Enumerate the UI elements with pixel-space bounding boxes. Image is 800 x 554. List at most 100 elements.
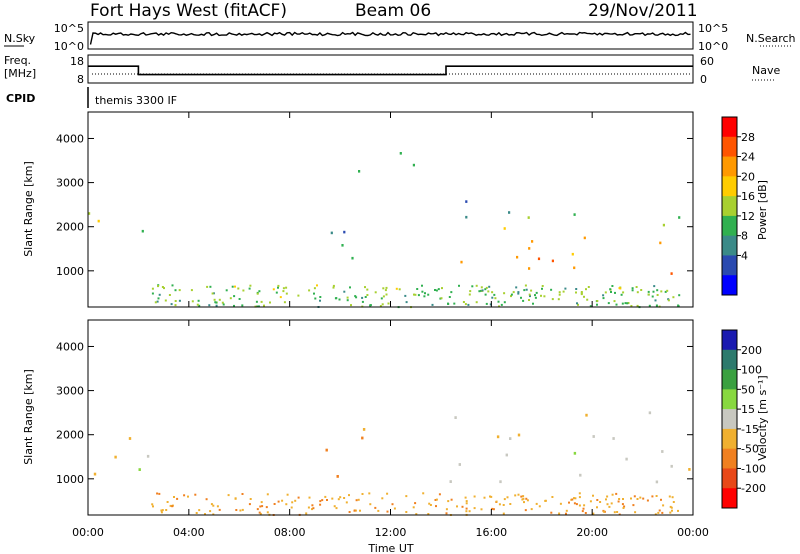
power-echo-cell [330, 231, 333, 235]
velocity-echo-cell [670, 464, 673, 468]
power-echo-cell [233, 304, 235, 307]
velocity-echo-cell [599, 501, 602, 503]
velocity-echo-cell [480, 508, 483, 511]
velocity-echo-cell [465, 510, 468, 513]
velocity-echo-cell [521, 498, 524, 501]
velocity-echo-cell [259, 505, 262, 508]
velocity-echo-cell [602, 510, 605, 513]
power-echo-cell [550, 288, 553, 291]
power-echo-cell [168, 294, 171, 296]
velocity-panel: 4000 3000 2000 1000 Slant Range [km] [22, 319, 694, 516]
range-tick-label: 1000 [56, 473, 84, 486]
velocity-echo-cell [449, 480, 452, 483]
velocity-echo-cell [495, 500, 498, 503]
velocity-echo-cell [319, 500, 322, 503]
power-echo-cell [355, 296, 358, 299]
power-echo-cell [620, 293, 623, 296]
power-echo-cell [257, 305, 260, 308]
power-echo-cell [510, 293, 513, 296]
velocity-echo-cell [636, 498, 639, 500]
velocity-echo-cell [677, 509, 679, 512]
velocity-echo-cell [266, 493, 269, 496]
power-echo-cell [580, 292, 583, 295]
velocity-echo-cell [583, 504, 586, 507]
power-echo-cell [221, 301, 224, 304]
velocity-echo-cell [445, 512, 448, 515]
nsearch-tick-bottom: 10^0 [698, 40, 728, 53]
velocity-echo-cell [616, 511, 619, 513]
power-echo-cell [416, 288, 419, 290]
velocity-echo-cell [333, 505, 336, 508]
power-echo-cell [640, 289, 643, 291]
power-echo-cell [354, 295, 357, 298]
velocity-echo-cell [235, 509, 238, 511]
time-tick-label: 04:00 [173, 526, 205, 539]
velocity-echo-cell [450, 498, 453, 501]
colorbar-swatch [722, 369, 737, 390]
colorbar-swatch [722, 176, 737, 197]
velocity-echo-cell [639, 496, 642, 499]
colorbar-swatch [722, 235, 737, 256]
velocity-echo-cell [661, 511, 664, 514]
power-echo-cell [532, 302, 534, 305]
power-echo-cell [655, 304, 658, 307]
power-echo-cell [541, 287, 543, 290]
power-echo-cell [215, 304, 218, 307]
velocity-echo-cell [386, 510, 389, 513]
power-echo-cell [141, 229, 144, 233]
velocity-echo-cell [464, 496, 467, 499]
power-echo-cell [279, 296, 282, 299]
power-echo-cell [586, 298, 589, 301]
power-echo-cell [656, 294, 659, 296]
power-echo-cell [237, 287, 240, 290]
power-echo-cell [580, 291, 583, 293]
velocity-echo-cell [368, 492, 371, 495]
power-colorbar: 28 24 20 16 12 8 4 [721, 116, 755, 296]
power-echo-cell [475, 301, 478, 304]
colorbar-tick-label: -50 [741, 443, 759, 456]
power-echo-cell [613, 300, 616, 303]
power-echo-cell [421, 290, 424, 293]
velocity-echo-cell [499, 480, 502, 484]
velocity-echo-cell [138, 468, 141, 471]
velocity-echo-cell [209, 510, 212, 513]
power-echo-cell [647, 293, 650, 296]
colorbar-swatch [722, 196, 737, 217]
power-echo-cell [238, 298, 241, 300]
colorbar-swatch [722, 349, 737, 371]
power-echo-cell [282, 287, 285, 290]
velocity-echo-cell [265, 506, 268, 509]
power-echo-cell [493, 293, 496, 296]
power-echo-cell [170, 303, 173, 306]
velocity-echo-cell [428, 502, 431, 505]
power-echo-cell [379, 305, 382, 308]
power-echo-cell [404, 294, 407, 297]
velocity-echo-cell [173, 496, 175, 498]
power-echo-cell [678, 294, 681, 297]
power-echo-cell [508, 211, 511, 214]
velocity-echo-cell [286, 493, 289, 496]
velocity-echo-cell [414, 502, 417, 505]
velocity-echo-cell [212, 513, 215, 516]
velocity-echo-cell [210, 503, 213, 506]
velocity-echo-cell [434, 499, 437, 501]
power-echo-cell [255, 300, 258, 303]
time-tick-label: 00:00 [72, 526, 104, 539]
power-echo-cell [222, 303, 225, 306]
velocity-echo-cell [291, 501, 294, 504]
velocity-echo-cell [312, 507, 315, 510]
power-echo-cell [349, 286, 351, 289]
power-echo-cell [314, 297, 317, 300]
velocity-echo-cell [307, 506, 310, 509]
velocity-echo-cell [490, 495, 493, 498]
power-echo-cell [241, 304, 244, 307]
power-echo-cell [233, 295, 236, 298]
power-echo-cell [666, 289, 669, 292]
velocity-echo-cell [239, 509, 242, 512]
velocity-echo-cell [435, 505, 437, 508]
velocity-echo-cell [335, 507, 338, 510]
velocity-echo-cell [473, 507, 476, 510]
velocity-echo-cell [362, 428, 366, 431]
power-echo-cell [369, 304, 372, 307]
velocity-echo-cell [498, 503, 501, 506]
